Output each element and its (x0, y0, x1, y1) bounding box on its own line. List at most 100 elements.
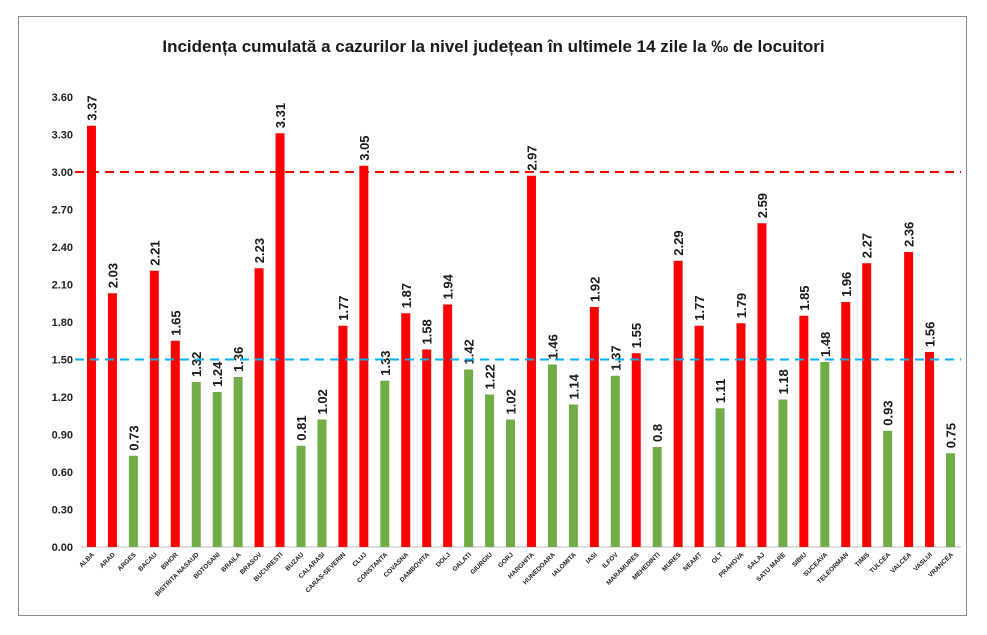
bar-arges (128, 455, 138, 547)
bar-bihor (170, 340, 180, 547)
y-tick-label: 2.70 (52, 205, 73, 217)
value-label: 3.37 (84, 95, 99, 120)
chart-frame: Incidența cumulată a cazurilor la nivel … (18, 16, 967, 616)
value-label: 1.32 (189, 352, 204, 377)
value-label: 1.02 (315, 389, 330, 414)
bar-salaj (757, 223, 767, 547)
value-label: 1.02 (504, 389, 519, 414)
y-tick-label: 0.90 (52, 430, 73, 442)
category-label: CLUJ (351, 551, 368, 568)
category-label: ARAD (99, 551, 117, 569)
bar-buzau (296, 445, 306, 547)
bar-maramures (631, 353, 641, 547)
category-label: ILFOV (601, 551, 620, 570)
bar-arad (107, 293, 117, 547)
y-tick-label: 3.30 (52, 130, 73, 142)
bar-alba (86, 125, 96, 547)
value-label: 1.87 (399, 283, 414, 308)
bar-sibiu (799, 315, 809, 547)
value-label: 1.36 (231, 347, 246, 372)
bar-bistrita-nasaud (191, 382, 201, 547)
value-label: 1.55 (629, 323, 644, 348)
value-label: 1.56 (923, 322, 938, 347)
bar-dambovita (422, 349, 432, 547)
value-label: 1.11 (713, 379, 728, 404)
category-label: BIHOR (160, 551, 180, 571)
bar-gorj (506, 419, 516, 547)
value-label: 1.48 (818, 332, 833, 357)
value-label: 3.31 (273, 103, 288, 128)
bar-ilfov (610, 375, 620, 547)
category-label: ARGES (116, 551, 138, 573)
y-tick-label: 3.60 (52, 92, 73, 104)
value-label: 1.33 (378, 350, 393, 375)
value-label: 0.81 (294, 415, 309, 440)
value-label: 1.77 (336, 295, 351, 320)
value-label: 1.24 (210, 361, 225, 387)
y-tick-label: 2.40 (52, 242, 73, 254)
bar-prahova (736, 323, 746, 547)
category-label: CARAS-SEVERIN (304, 551, 347, 594)
y-tick-label: 1.20 (52, 392, 73, 404)
chart-title: Incidența cumulată a cazurilor la nivel … (162, 37, 825, 56)
value-label: 1.18 (776, 369, 791, 394)
y-tick-label: 1.80 (52, 317, 73, 329)
bar-bucuresti (275, 133, 285, 547)
bar-braila (233, 377, 243, 547)
value-label: 1.58 (420, 319, 435, 344)
category-label: SALAJ (746, 551, 766, 571)
value-label: 1.92 (587, 277, 602, 302)
category-label: BACAU (137, 551, 159, 573)
bar-hunedoara (547, 364, 557, 547)
bar-botosani (212, 392, 222, 547)
value-label: 0.75 (944, 423, 959, 448)
bar-caras-severin (338, 325, 348, 547)
value-label: 3.05 (357, 135, 372, 160)
value-label: 1.37 (608, 345, 623, 370)
bar-harghita (526, 175, 536, 547)
value-label: 0.8 (650, 424, 665, 442)
category-label: IASI (585, 551, 599, 565)
y-tick-label: 0.00 (52, 542, 73, 554)
bar-iasi (589, 307, 599, 547)
y-tick-label: 0.30 (52, 505, 73, 517)
value-label: 1.42 (462, 339, 477, 364)
bar-valcea (904, 252, 914, 547)
value-label: 1.65 (168, 310, 183, 335)
value-label: 0.73 (126, 425, 141, 450)
bar-timis (862, 263, 872, 547)
bar-giurgiu (485, 394, 495, 547)
value-label: 1.79 (734, 293, 749, 318)
value-label: 2.29 (671, 230, 686, 255)
category-label: NEAMT (682, 551, 703, 572)
value-label: 2.23 (252, 238, 267, 263)
category-label: OLT (711, 551, 725, 565)
value-label: 2.03 (105, 263, 120, 288)
category-label: ALBA (78, 551, 96, 569)
bar-tulcea (883, 430, 893, 547)
value-label: 1.22 (483, 364, 498, 389)
bar-ialomita (568, 404, 578, 547)
value-label: 2.21 (147, 240, 162, 265)
bar-bacau (149, 270, 159, 547)
bar-dolj (443, 304, 453, 547)
bar-calarasi (317, 419, 327, 547)
value-label: 1.46 (545, 334, 560, 359)
bar-constanta (380, 380, 390, 547)
bar-brasov (254, 268, 264, 547)
category-label: TIMIS (854, 551, 872, 569)
bar-galati (464, 369, 474, 547)
value-label: 1.85 (797, 285, 812, 310)
value-label: 1.14 (566, 373, 581, 399)
value-label: 2.59 (755, 193, 770, 218)
bar-satu-mare (778, 399, 788, 547)
category-label: TULCEA (868, 551, 892, 575)
category-label: VALCEA (890, 551, 914, 575)
value-label: 2.36 (902, 222, 917, 247)
bar-cluj (359, 165, 369, 547)
value-label: 0.93 (881, 400, 896, 425)
category-label: DOLJ (435, 551, 452, 568)
category-label: GORJ (497, 551, 515, 569)
value-label: 2.97 (524, 145, 539, 170)
bar-mehedinti (652, 447, 662, 547)
